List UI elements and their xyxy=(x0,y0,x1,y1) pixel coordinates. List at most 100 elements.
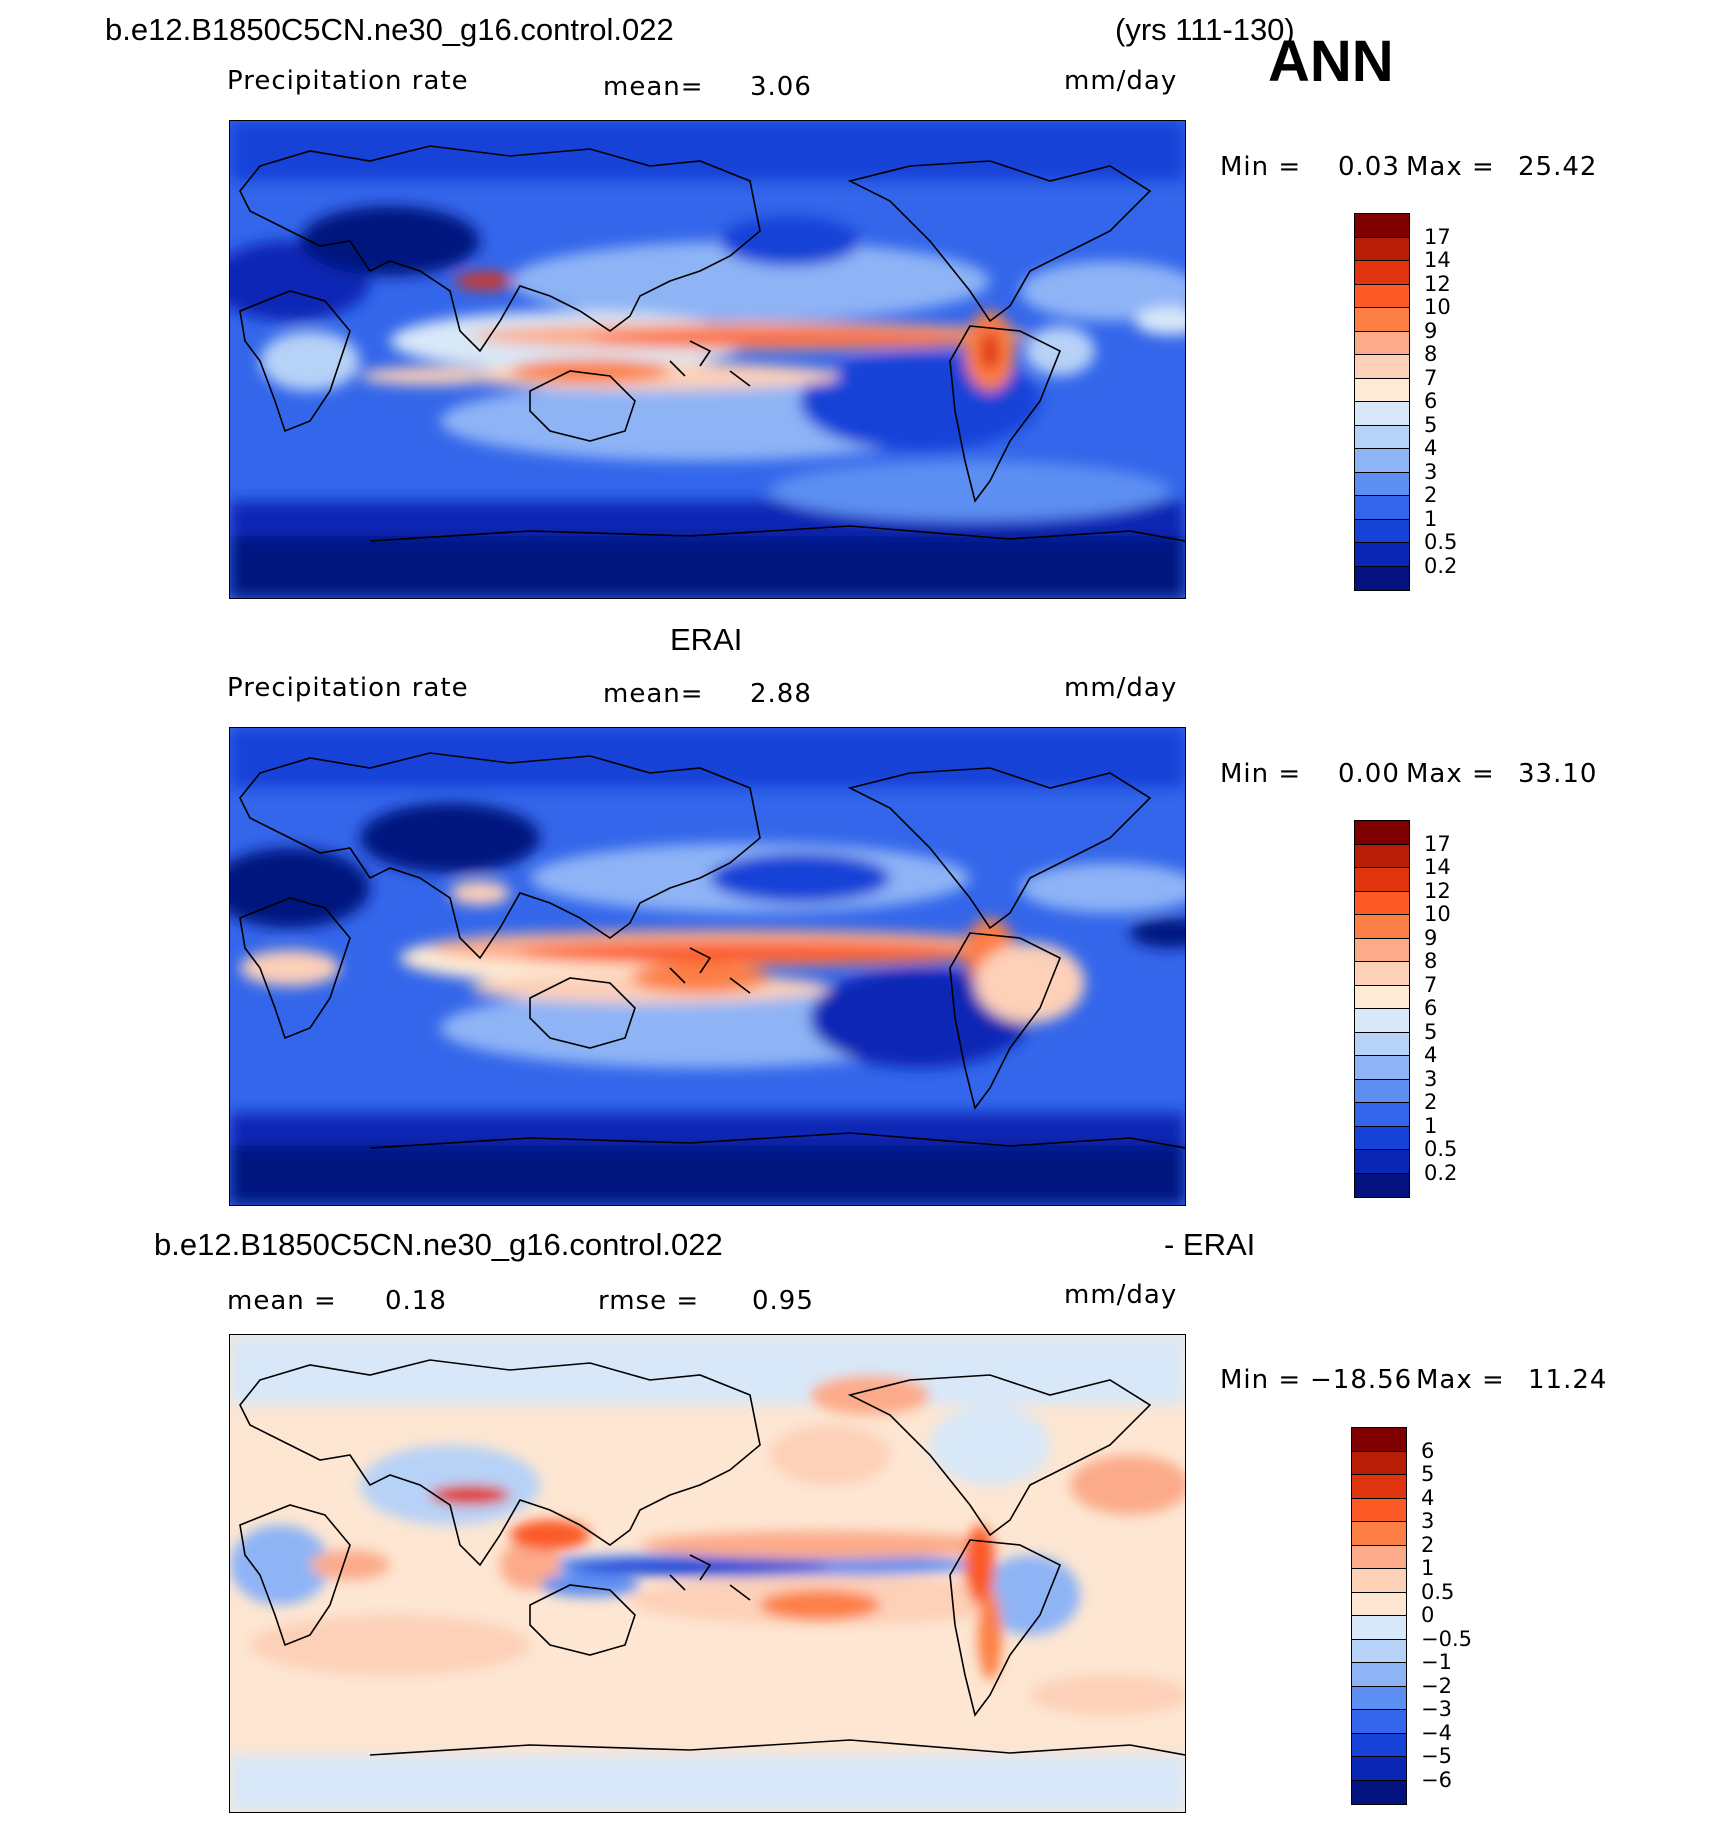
colorbar-swatch xyxy=(1355,543,1409,567)
colorbar-swatch xyxy=(1352,1545,1406,1569)
colorbar-swatch xyxy=(1355,1150,1409,1174)
variable-label: Precipitation rate xyxy=(227,66,469,96)
colorbar-swatch xyxy=(1352,1428,1406,1452)
colorbar-swatch xyxy=(1352,1475,1406,1499)
colorbar-swatch xyxy=(1355,1173,1409,1197)
colorbar-swatch xyxy=(1355,1032,1409,1056)
colorbar-tick-label: 2 xyxy=(1424,1090,1438,1114)
colorbar-swatch xyxy=(1355,938,1409,962)
colorbar-tick-label: −1 xyxy=(1421,1650,1452,1674)
colorbar-swatch xyxy=(1355,844,1409,868)
case-name-title: b.e12.B1850C5CN.ne30_g16.control.022 xyxy=(105,12,674,47)
colorbar-swatch xyxy=(1355,985,1409,1009)
colorbar-swatch xyxy=(1355,402,1409,426)
mean-value: 0.18 xyxy=(385,1286,447,1316)
colorbar-swatch xyxy=(1355,1079,1409,1103)
mean-value: 2.88 xyxy=(750,679,812,709)
colorbar-tick-label: 1 xyxy=(1421,1556,1435,1580)
colorbar-tick-label: 9 xyxy=(1424,318,1438,343)
colorbar-tick-label: 17 xyxy=(1424,831,1451,856)
colorbar-swatch xyxy=(1352,1522,1406,1546)
colorbar-swatch xyxy=(1352,1780,1406,1804)
colorbar-swatch xyxy=(1355,378,1409,402)
colorbar-tick-label: 6 xyxy=(1421,1438,1435,1463)
colorbar-tick-label: 5 xyxy=(1421,1462,1435,1486)
colorbar-swatch xyxy=(1352,1616,1406,1640)
colorbar-tick-label: 0.2 xyxy=(1424,1160,1458,1185)
colorbar-swatch xyxy=(1352,1757,1406,1781)
colorbar-swatch xyxy=(1355,891,1409,915)
colorbar-difference xyxy=(1351,1427,1407,1805)
min-value: −18.56 xyxy=(1310,1365,1413,1395)
diff-title-case: b.e12.B1850C5CN.ne30_g16.control.022 xyxy=(154,1227,723,1262)
mean-value: 3.06 xyxy=(750,72,812,102)
colorbar-tick-label: 10 xyxy=(1424,902,1451,926)
min-value: 0.00 xyxy=(1338,759,1400,789)
rmse-value: 0.95 xyxy=(752,1286,814,1316)
mean-label: mean= xyxy=(603,679,704,709)
precip-map-obs xyxy=(229,727,1186,1206)
min-label: Min = xyxy=(1220,759,1302,789)
colorbar-swatch xyxy=(1355,915,1409,939)
colorbar-tick-label: 6 xyxy=(1424,996,1438,1020)
colorbar-tick-label: 0.5 xyxy=(1424,530,1458,554)
precip-map-model xyxy=(229,120,1186,599)
colorbar-tick-label: 3 xyxy=(1421,1509,1435,1533)
colorbar-tick-label: 4 xyxy=(1424,436,1438,460)
colorbar-tick-label: −4 xyxy=(1421,1720,1452,1745)
min-label: Min = xyxy=(1220,1365,1302,1395)
colorbar-swatch xyxy=(1355,331,1409,355)
colorbar-obs xyxy=(1354,820,1410,1198)
colorbar-swatch xyxy=(1355,284,1409,308)
units-label: mm/day xyxy=(1064,1280,1178,1310)
colorbar-swatch xyxy=(1352,1498,1406,1522)
colorbar-tick-label: −2 xyxy=(1421,1673,1452,1698)
max-label: Max = xyxy=(1416,1365,1505,1395)
panel-title: ERAI xyxy=(670,622,743,657)
colorbar-swatch xyxy=(1352,1639,1406,1663)
colorbar-swatch xyxy=(1352,1569,1406,1593)
units-label: mm/day xyxy=(1064,66,1178,96)
colorbar-tick-label: 5 xyxy=(1424,1019,1438,1044)
colorbar-swatch xyxy=(1355,962,1409,986)
mean-label: mean = xyxy=(227,1286,337,1316)
variable-label: Precipitation rate xyxy=(227,673,469,703)
colorbar-tick-label: 8 xyxy=(1424,342,1438,366)
colorbar-tick-label: 3 xyxy=(1424,1066,1438,1091)
colorbar-swatch xyxy=(1355,308,1409,332)
units-label: mm/day xyxy=(1064,673,1178,703)
colorbar-swatch xyxy=(1355,214,1409,238)
precip-diff-map xyxy=(229,1334,1186,1813)
min-label: Min = xyxy=(1220,152,1302,182)
colorbar-tick-label: 12 xyxy=(1424,878,1451,903)
min-value: 0.03 xyxy=(1338,152,1400,182)
colorbar-tick-label: 8 xyxy=(1424,949,1438,973)
colorbar-swatch xyxy=(1352,1733,1406,1757)
colorbar-swatch xyxy=(1352,1710,1406,1734)
colorbar-swatch xyxy=(1355,868,1409,892)
colorbar-swatch xyxy=(1352,1592,1406,1616)
max-value: 11.24 xyxy=(1528,1365,1608,1395)
mean-label: mean= xyxy=(603,72,704,102)
colorbar-tick-label: −3 xyxy=(1421,1697,1452,1721)
colorbar-swatch xyxy=(1355,566,1409,590)
colorbar-swatch xyxy=(1352,1663,1406,1687)
colorbar-swatch xyxy=(1355,449,1409,473)
season-label: ANN xyxy=(1268,29,1394,94)
max-label: Max = xyxy=(1406,152,1495,182)
max-value: 33.10 xyxy=(1518,759,1598,789)
colorbar-tick-label: 7 xyxy=(1424,365,1438,390)
colorbar-tick-label: 7 xyxy=(1424,972,1438,997)
colorbar-tick-label: 3 xyxy=(1424,459,1438,484)
colorbar-tick-label: 0.5 xyxy=(1424,1137,1458,1161)
colorbar-tick-label: 0.2 xyxy=(1424,553,1458,578)
colorbar-tick-label: 2 xyxy=(1424,483,1438,507)
colorbar-tick-label: 14 xyxy=(1424,855,1451,879)
colorbar-tick-label: 17 xyxy=(1424,224,1451,249)
colorbar-tick-label: 0 xyxy=(1421,1603,1435,1627)
colorbar-tick-label: 0.5 xyxy=(1421,1579,1455,1604)
max-value: 25.42 xyxy=(1518,152,1598,182)
colorbar-swatch xyxy=(1355,425,1409,449)
colorbar-swatch xyxy=(1355,1126,1409,1150)
colorbar-tick-label: −0.5 xyxy=(1421,1626,1472,1651)
